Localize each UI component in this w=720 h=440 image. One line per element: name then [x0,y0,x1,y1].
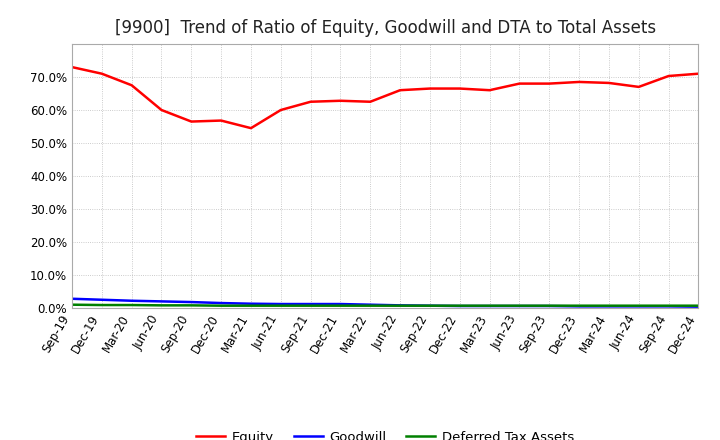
Deferred Tax Assets [127,302,136,308]
Equity [605,80,613,85]
Line: Goodwill: Goodwill [72,299,698,307]
Goodwill [545,304,554,309]
Equity [485,88,494,93]
Goodwill [366,302,374,307]
Goodwill [456,304,464,309]
Goodwill [306,301,315,307]
Deferred Tax Assets [187,303,196,308]
Deferred Tax Assets [634,303,643,308]
Equity [396,88,405,93]
Line: Equity: Equity [72,67,698,128]
Deferred Tax Assets [217,303,225,308]
Goodwill [665,304,673,309]
Deferred Tax Assets [247,303,256,308]
Equity [247,125,256,131]
Goodwill [247,301,256,306]
Equity [336,98,345,103]
Goodwill [426,303,434,308]
Goodwill [187,299,196,304]
Deferred Tax Assets [426,303,434,308]
Deferred Tax Assets [605,303,613,308]
Goodwill [97,297,106,302]
Deferred Tax Assets [396,303,405,308]
Equity [157,107,166,113]
Equity [276,107,285,113]
Equity [575,79,583,84]
Equity [97,71,106,76]
Equity [306,99,315,104]
Deferred Tax Assets [515,303,523,308]
Equity [426,86,434,91]
Deferred Tax Assets [456,303,464,308]
Goodwill [396,303,405,308]
Goodwill [68,296,76,301]
Deferred Tax Assets [665,303,673,308]
Deferred Tax Assets [485,303,494,308]
Legend: Equity, Goodwill, Deferred Tax Assets: Equity, Goodwill, Deferred Tax Assets [191,425,580,440]
Deferred Tax Assets [306,303,315,308]
Line: Deferred Tax Assets: Deferred Tax Assets [72,304,698,306]
Equity [545,81,554,86]
Equity [366,99,374,104]
Deferred Tax Assets [336,303,345,308]
Goodwill [485,304,494,309]
Equity [634,84,643,90]
Goodwill [694,304,703,309]
Equity [694,71,703,76]
Equity [665,73,673,79]
Goodwill [336,301,345,307]
Deferred Tax Assets [276,303,285,308]
Deferred Tax Assets [366,303,374,308]
Deferred Tax Assets [694,303,703,308]
Goodwill [634,304,643,309]
Deferred Tax Assets [545,303,554,308]
Goodwill [217,301,225,306]
Goodwill [605,304,613,309]
Equity [515,81,523,86]
Deferred Tax Assets [157,303,166,308]
Goodwill [276,301,285,307]
Goodwill [515,304,523,309]
Equity [456,86,464,91]
Goodwill [157,299,166,304]
Deferred Tax Assets [68,302,76,307]
Equity [217,118,225,123]
Deferred Tax Assets [97,302,106,308]
Goodwill [575,304,583,309]
Equity [187,119,196,124]
Deferred Tax Assets [575,303,583,308]
Goodwill [127,298,136,304]
Equity [68,64,76,70]
Title: [9900]  Trend of Ratio of Equity, Goodwill and DTA to Total Assets: [9900] Trend of Ratio of Equity, Goodwil… [114,19,656,37]
Equity [127,83,136,88]
